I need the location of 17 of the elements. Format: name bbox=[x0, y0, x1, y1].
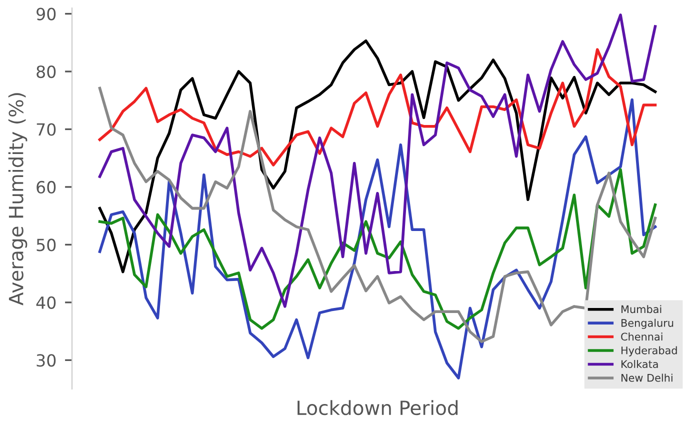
y-tick-label: 40 bbox=[36, 296, 56, 309]
legend-label: Bengaluru bbox=[622, 318, 674, 329]
line-series bbox=[98, 40, 657, 274]
y-tick-label: 60 bbox=[36, 180, 56, 194]
legend-label: Hyderabad bbox=[622, 346, 677, 356]
legend-label: Chennai bbox=[621, 332, 662, 341]
line-series bbox=[98, 48, 657, 166]
legend-label: Kolkata bbox=[622, 360, 658, 368]
legend-label: Mumbai bbox=[622, 305, 662, 314]
y-tick-label: 50 bbox=[36, 238, 56, 252]
y-tick-label: 80 bbox=[36, 65, 56, 78]
y-tick-label: 70 bbox=[36, 123, 56, 136]
y-axis-title: Average Humidity (%) bbox=[8, 93, 28, 306]
y-tick-label: 30 bbox=[36, 354, 56, 367]
x-axis-title: Lockdown Period bbox=[298, 400, 458, 416]
y-tick-label: 90 bbox=[36, 8, 56, 20]
legend-label: New Delhi bbox=[622, 374, 672, 382]
